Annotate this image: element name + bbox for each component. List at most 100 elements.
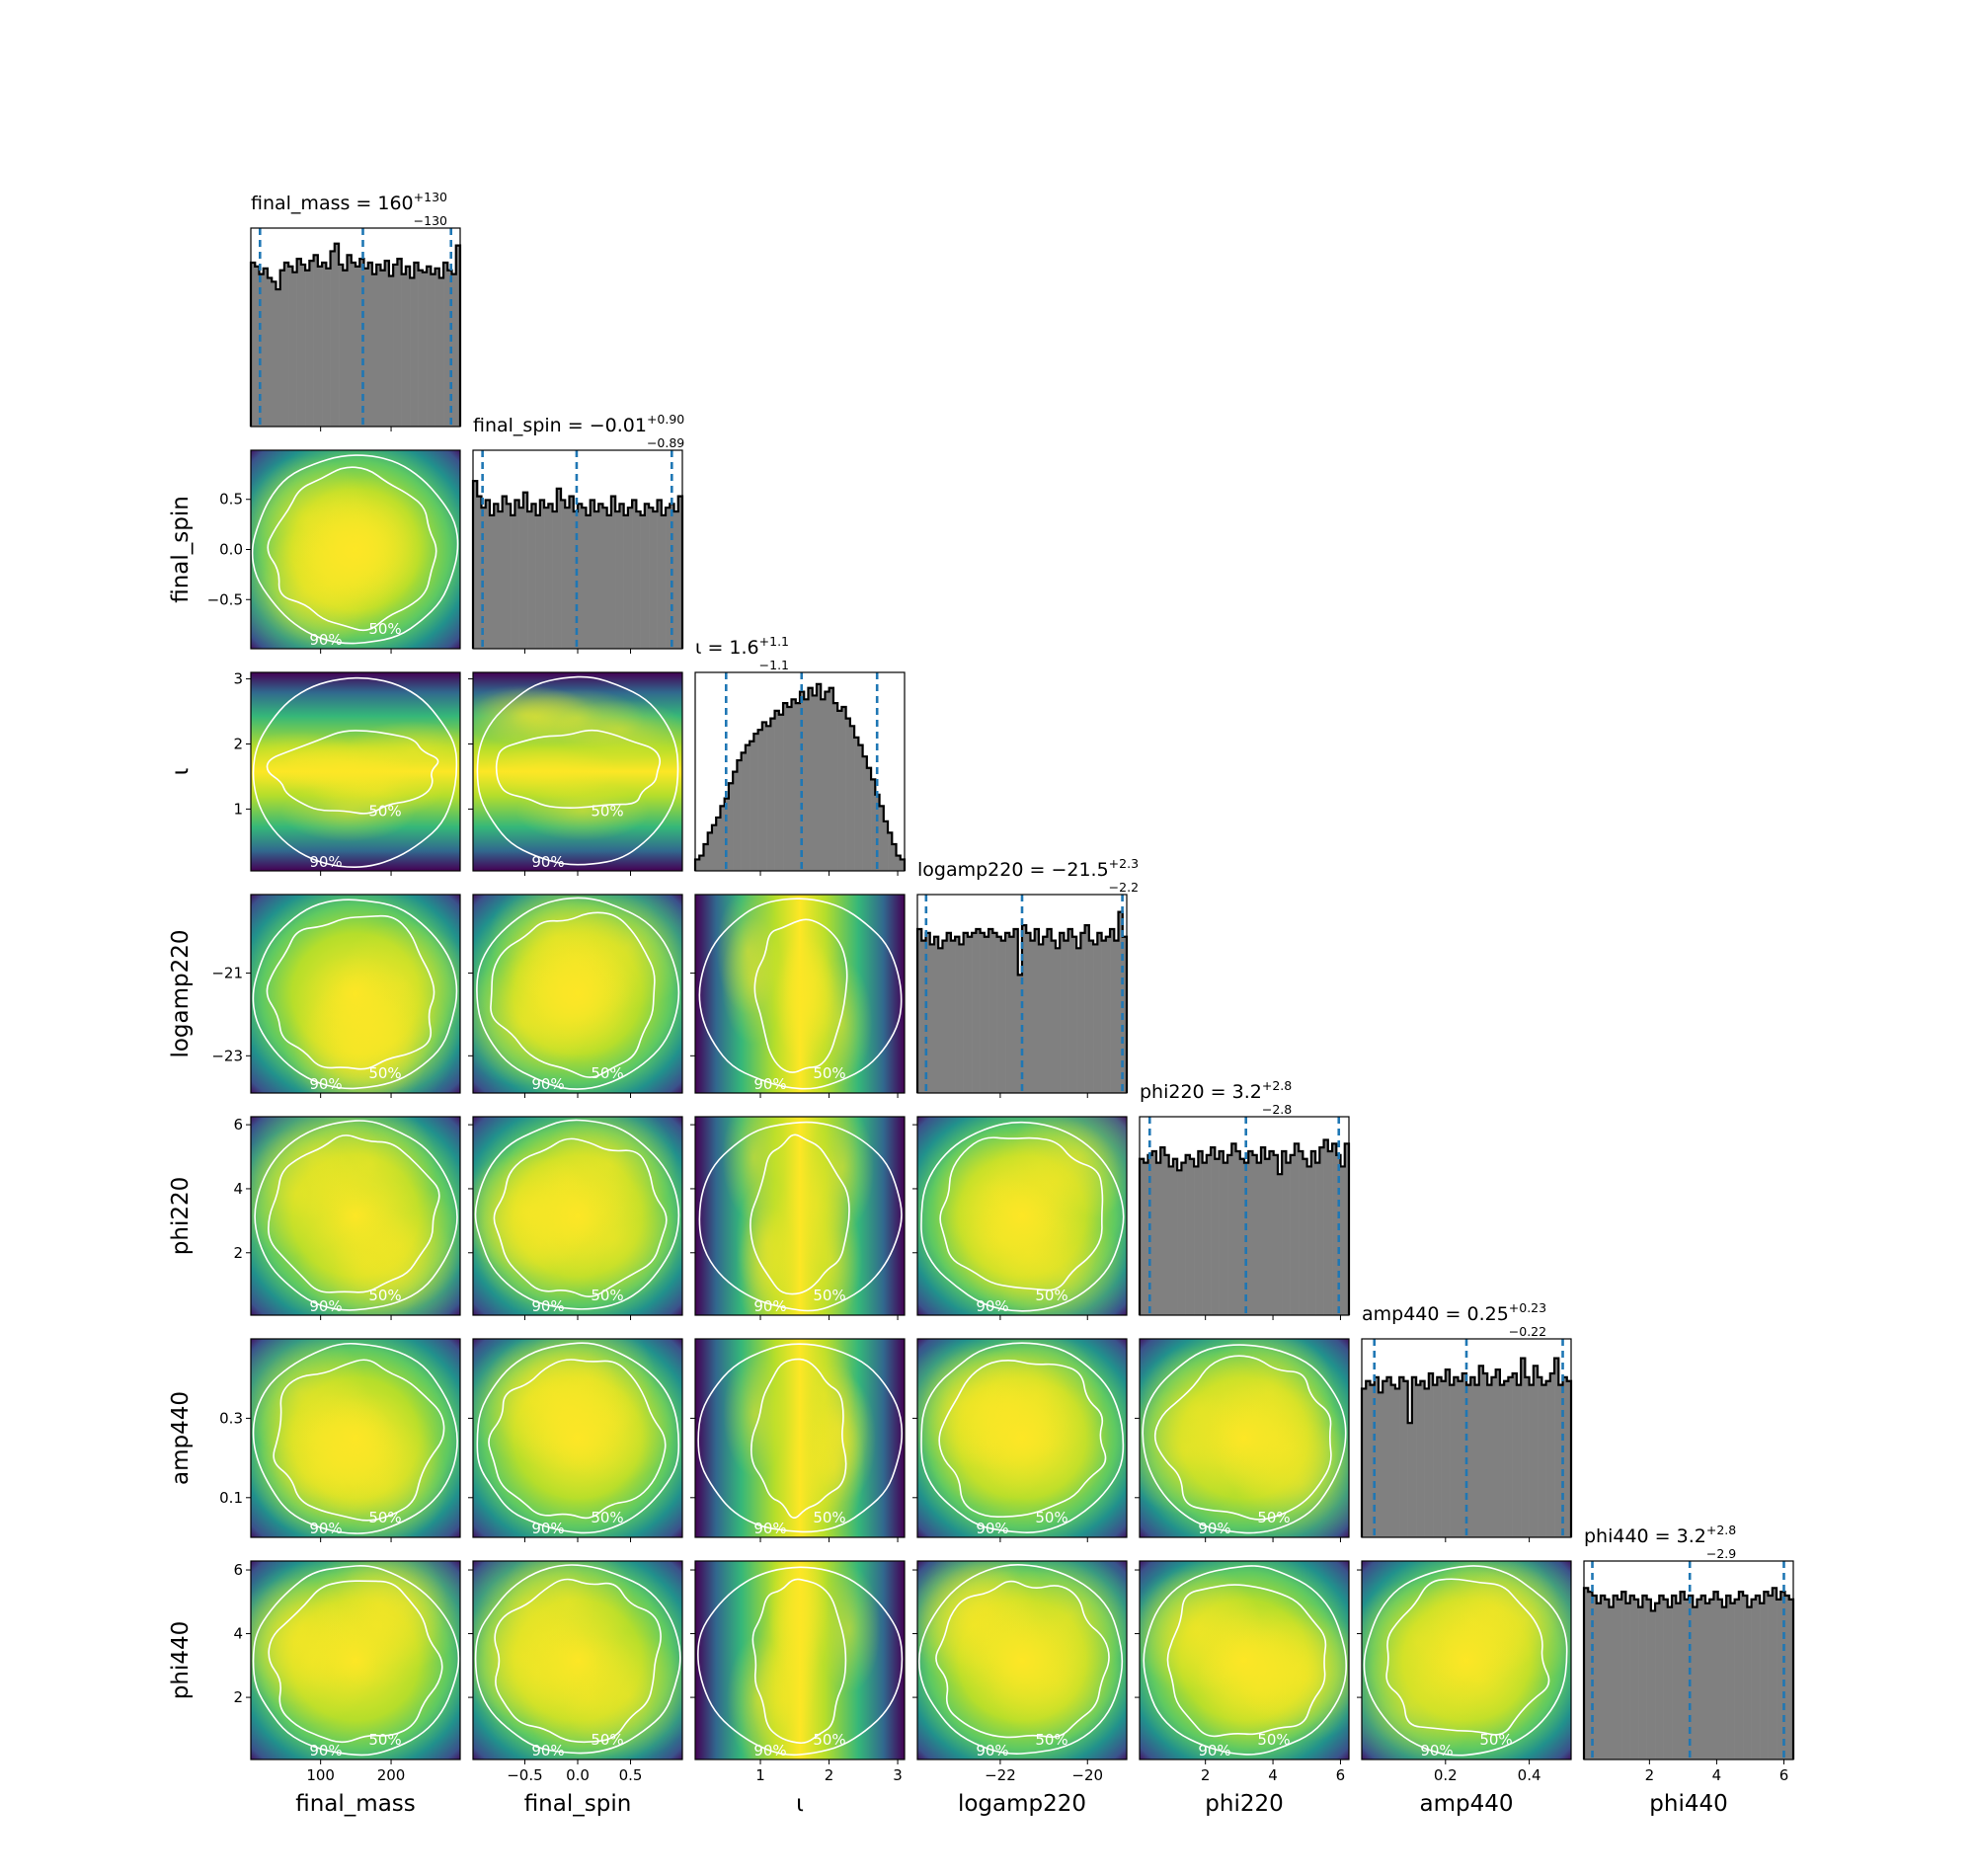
histogram-bar	[1206, 1154, 1212, 1315]
x-tick-label: 6	[1779, 1766, 1789, 1784]
histogram-bar	[933, 936, 939, 1093]
histogram-bar	[602, 508, 607, 649]
panel-frame	[1139, 1338, 1350, 1538]
histogram-bar	[1495, 1369, 1501, 1537]
contour-label-50: 50%	[813, 1731, 845, 1749]
histogram-bar	[1223, 1162, 1228, 1315]
histogram-bar	[1093, 944, 1098, 1093]
panel-frame	[694, 1116, 906, 1316]
histogram-bar	[1310, 1151, 1316, 1315]
contour-label-50: 50%	[1035, 1287, 1067, 1304]
contour-label-50: 50%	[813, 1509, 845, 1526]
histogram-bar	[724, 798, 730, 871]
density-panel-iota-amp440: 50% 90%	[690, 1338, 906, 1542]
x-tick-label: 4	[1268, 1766, 1278, 1784]
density-panel-logamp220-amp440: 50% 90%	[912, 1338, 1128, 1542]
histogram-bar	[917, 929, 922, 1093]
histogram-bar	[267, 277, 273, 427]
histogram-bar	[322, 263, 327, 427]
contour-90	[476, 675, 679, 866]
histogram-bar	[1751, 1599, 1757, 1759]
histogram-bar	[514, 500, 519, 649]
histogram-bar	[854, 737, 859, 871]
contour-50	[268, 1580, 443, 1744]
histogram-bar	[1386, 1376, 1391, 1537]
panel-frame	[916, 1338, 1128, 1538]
density-fill: 50% 90%	[473, 895, 682, 1093]
histogram-outline	[693, 682, 907, 871]
histogram-panel-logamp220: logamp220 = −21.5+2.3−2.2	[915, 856, 1139, 1098]
contour-90	[917, 1564, 1124, 1755]
histogram-bar	[866, 767, 872, 871]
contour-50	[266, 914, 435, 1070]
density-fill: 50% 90%	[1140, 1561, 1349, 1759]
panel-title-sub-logamp220: −2.2	[1109, 880, 1139, 895]
histogram-bar	[1726, 1596, 1731, 1759]
histogram-bar	[481, 508, 487, 649]
histogram-bar	[1252, 1154, 1258, 1315]
histogram-bar	[716, 817, 721, 871]
density-fill: 50% 90%	[695, 1117, 905, 1315]
panels-layer: final_mass = 160+130−130 50% 90% −0.5 0.0 0.5…	[168, 190, 1795, 1817]
histogram-bar	[1676, 1602, 1681, 1759]
density-panel-final_spin-iota: 50% 90%	[468, 671, 683, 876]
contour-90	[476, 1342, 680, 1534]
contour-90	[920, 1121, 1125, 1312]
histogram-bar	[1219, 1151, 1224, 1315]
histogram-bar	[1684, 1599, 1690, 1759]
histogram-bar	[279, 270, 285, 427]
histogram-bar	[1600, 1596, 1606, 1759]
histogram-bar	[770, 718, 775, 871]
histogram-bar	[438, 277, 444, 427]
panel-frame	[250, 1116, 461, 1316]
density-fill: 50% 90%	[695, 1339, 905, 1537]
histogram-bar	[1047, 929, 1052, 1093]
histogram-bar	[959, 944, 964, 1093]
x-tick-label: 3	[893, 1766, 903, 1784]
histogram-bar	[1277, 1174, 1283, 1315]
density-fill: 50% 90%	[917, 1339, 1127, 1537]
contour-90	[698, 1121, 903, 1312]
histogram-bar	[1382, 1380, 1387, 1537]
histogram-bar	[339, 264, 344, 427]
histogram-bar	[1609, 1606, 1614, 1759]
histogram-bar	[980, 932, 986, 1093]
y-tick-label: 0.0	[219, 541, 243, 559]
histogram-bar	[1013, 929, 1019, 1093]
panel-title-sub-final_spin: −0.89	[647, 435, 684, 450]
histogram-bar	[443, 263, 448, 427]
density-fill: 50% 90%	[473, 672, 682, 871]
histogram-bar	[1445, 1369, 1451, 1537]
histogram-bar	[1239, 1158, 1245, 1315]
contour-90	[1363, 1565, 1568, 1757]
histogram-bar	[1441, 1380, 1447, 1537]
histogram-bar	[883, 821, 889, 871]
panel-title-iota: ι = 1.6+1.1	[695, 634, 789, 659]
histogram-bar	[569, 496, 575, 649]
density-fill: 50% 90%	[251, 1117, 460, 1315]
histogram-bar	[1030, 940, 1036, 1093]
histogram-bar	[593, 511, 599, 649]
histogram-bar	[1105, 936, 1111, 1093]
histogram-bar	[1454, 1376, 1459, 1537]
histogram-bar	[984, 936, 989, 1093]
histogram-bar	[963, 932, 969, 1093]
histogram-bar	[351, 263, 356, 427]
contour-90	[252, 1342, 458, 1534]
histogram-bar	[737, 760, 742, 871]
histogram-bar	[283, 263, 289, 427]
histogram-bar	[1780, 1592, 1785, 1759]
x-tick-label: 0.4	[1518, 1766, 1541, 1784]
histogram-bar	[1140, 1158, 1145, 1315]
histogram-bar	[1118, 911, 1124, 1093]
histogram-bar	[1655, 1602, 1660, 1759]
histogram-bar	[1227, 1154, 1232, 1315]
y-tick-label: 2	[233, 1244, 243, 1262]
histogram-bar	[1290, 1154, 1296, 1315]
histogram-bar	[1693, 1606, 1698, 1759]
histogram-bar	[1596, 1602, 1602, 1759]
histogram-bar	[812, 695, 818, 871]
histogram-bar	[627, 508, 633, 649]
histogram-bar	[1144, 1162, 1148, 1315]
